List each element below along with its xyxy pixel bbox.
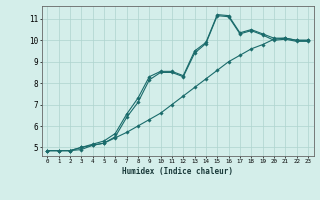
X-axis label: Humidex (Indice chaleur): Humidex (Indice chaleur) bbox=[122, 167, 233, 176]
